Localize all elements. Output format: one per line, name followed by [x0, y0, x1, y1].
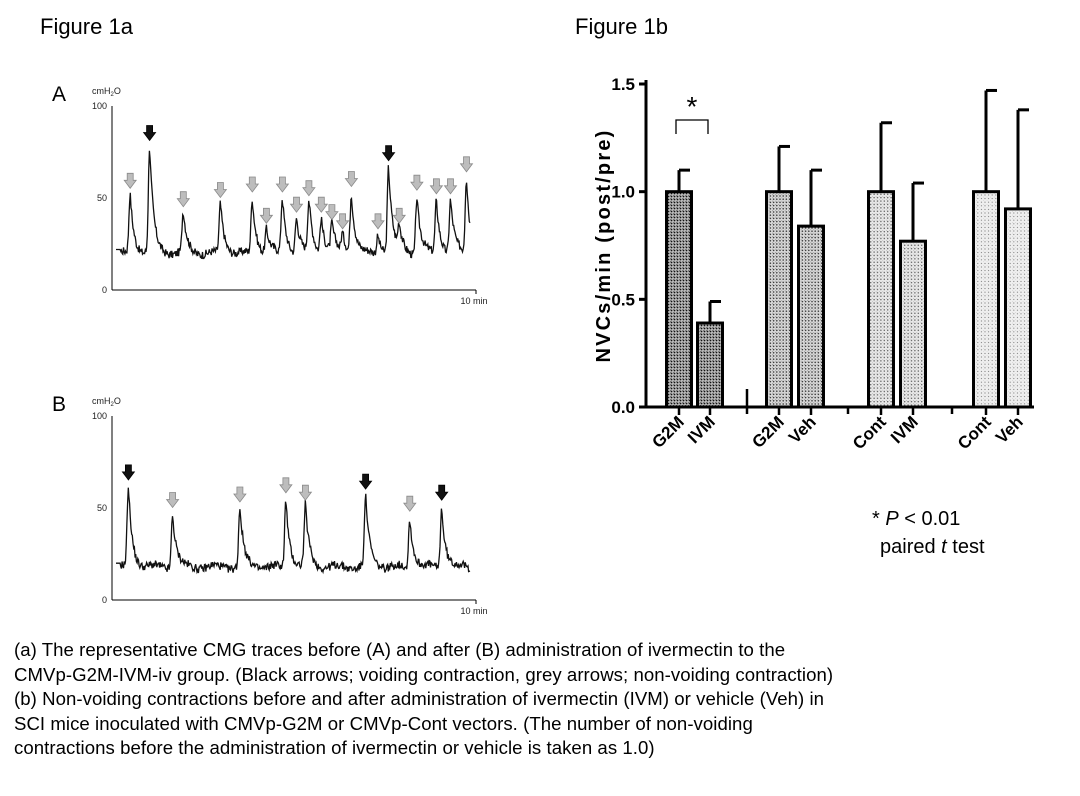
x-tick-label: IVM [684, 412, 719, 447]
y-tick-label: 100 [92, 411, 107, 421]
p-symbol: P [885, 508, 899, 530]
x-tick-label: G2M [648, 412, 687, 451]
voiding-arrow [382, 145, 396, 162]
y-tick-label: 50 [97, 193, 107, 203]
non-voiding-arrow [410, 174, 424, 191]
x-range-label: 10 min [460, 296, 487, 306]
significance-bracket [675, 119, 709, 134]
figure-caption: (a) The representative CMG traces before… [14, 638, 1074, 761]
non-voiding-arrow [302, 180, 316, 197]
panel-b-letter: B [52, 393, 67, 416]
non-voiding-arrow [392, 207, 406, 224]
caption-line: CMVp-G2M-IVM-iv group. (Black arrows; vo… [14, 663, 834, 685]
caption-line: (a) The representative CMG traces before… [14, 639, 786, 660]
pressure-trace [116, 487, 471, 575]
non-voiding-arrow [233, 486, 247, 503]
y-tick-label: 0.0 [611, 398, 635, 417]
voiding-arrow [359, 473, 373, 490]
non-voiding-arrow [460, 156, 473, 173]
trace-chart-b: 100 50 0 cmH2O 10 min [92, 396, 488, 616]
figure-1b-title: Figure 1b [575, 14, 668, 39]
non-voiding-arrow [336, 213, 350, 230]
non-voiding-arrow [325, 204, 339, 221]
bar-g2m [665, 190, 693, 409]
panel-a-letter: A [52, 83, 67, 106]
pressure-trace [116, 150, 471, 260]
caption-line: SCI mice inoculated with CMVp-G2M or CMV… [14, 712, 753, 734]
bar-cont [867, 190, 895, 409]
x-tick-label: G2M [748, 412, 787, 451]
non-voiding-arrow [314, 196, 328, 213]
stats-line-2: paired t test [880, 536, 985, 558]
x-tick-label: Cont [849, 412, 890, 453]
caption-line: contractions before the administration o… [14, 737, 655, 758]
non-voiding-arrow [403, 495, 417, 512]
x-tick-label: Cont [954, 412, 995, 453]
x-tick-label: Veh [785, 412, 820, 447]
stats-note: * P < 0.01 paired t test [872, 505, 985, 561]
significance-star: * [687, 91, 698, 122]
non-voiding-arrow [275, 176, 289, 193]
y-tick-label: 0.5 [611, 290, 635, 309]
y-tick-label: 1.0 [611, 183, 635, 202]
y-tick-label: 100 [92, 101, 107, 111]
non-voiding-arrow [444, 178, 457, 195]
t-symbol: t [941, 536, 947, 558]
y-tick-label: 0 [102, 285, 107, 295]
y-tick-label: 0 [102, 595, 107, 605]
y-axis-title: NVCs/min (post/pre) [593, 128, 615, 362]
bar-cont [972, 190, 1000, 409]
y-tick-label: 50 [97, 503, 107, 513]
voiding-arrow [143, 125, 157, 141]
caption-line: (b) Non-voiding contractions before and … [14, 688, 825, 709]
voiding-arrow [435, 484, 449, 501]
bar-ivm [899, 239, 927, 409]
trace-chart-a: 100 50 0 cmH2O 10 min [92, 86, 488, 306]
bar-ivm [696, 321, 724, 409]
non-voiding-arrow [245, 176, 259, 193]
bar-g2m [765, 190, 793, 409]
x-tick-label: Veh [992, 412, 1027, 447]
non-voiding-arrow [213, 182, 227, 198]
y-unit-label: cmH2O [92, 396, 121, 408]
non-voiding-arrow [176, 191, 190, 208]
non-voiding-arrow [344, 171, 358, 187]
non-voiding-arrow [279, 477, 293, 494]
non-voiding-arrow [429, 178, 443, 195]
bar-veh [1004, 207, 1032, 409]
non-voiding-arrow [290, 196, 303, 213]
non-voiding-arrow [298, 484, 312, 501]
figure-1a-title: Figure 1a [40, 14, 133, 39]
x-tick-label: IVM [887, 412, 922, 447]
y-unit-label: cmH2O [92, 86, 121, 98]
non-voiding-arrow [371, 213, 385, 230]
stats-line-1: * P < 0.01 [872, 508, 961, 530]
voiding-arrow [122, 464, 135, 481]
non-voiding-arrow [123, 172, 137, 189]
non-voiding-arrow [259, 207, 273, 224]
non-voiding-arrow [166, 492, 180, 508]
x-range-label: 10 min [460, 606, 487, 616]
bar-veh [797, 224, 825, 409]
y-tick-label: 1.5 [611, 75, 635, 94]
